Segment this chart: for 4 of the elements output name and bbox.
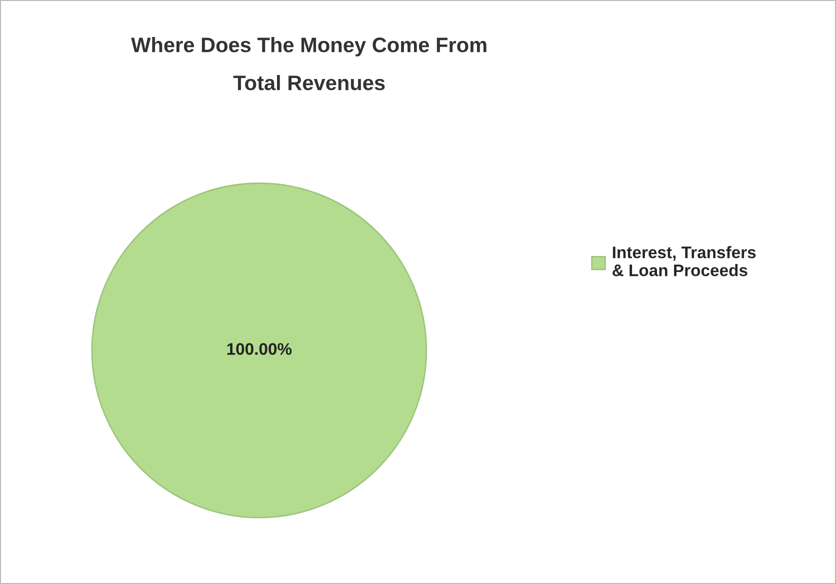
data-label: 100.00%	[227, 343, 292, 355]
legend-label: Interest, Transfers & Loan Proceeds	[612, 246, 756, 276]
chart-subtitle: Total Revenues	[233, 74, 385, 90]
chart-title: Where Does The Money Come From	[131, 37, 486, 56]
